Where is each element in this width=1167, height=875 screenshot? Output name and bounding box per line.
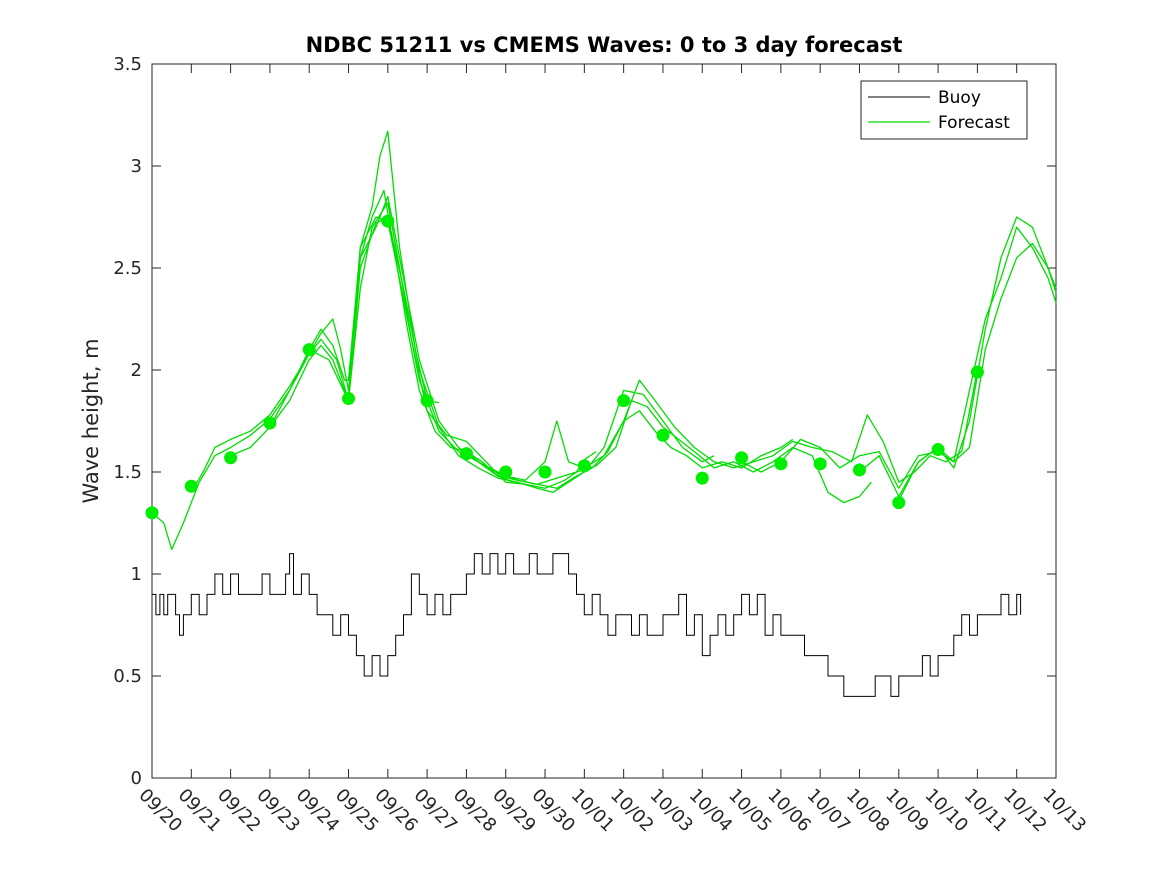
buoy-line [152, 553, 1022, 697]
forecast-marker [735, 451, 749, 465]
legend-box [860, 80, 1028, 140]
plot-area [151, 63, 1057, 779]
forecast-marker [224, 451, 238, 465]
forecast-marker [459, 447, 473, 461]
forecast-marker [577, 459, 591, 473]
y-tick-label: 0 [131, 768, 142, 789]
y-tick-label: 1 [131, 564, 142, 585]
forecast-marker [184, 479, 198, 493]
forecast-marker [931, 443, 945, 457]
forecast-marker [892, 496, 906, 510]
legend-buoy-label: Buoy [938, 88, 981, 108]
y-tick-label: 1.5 [113, 462, 142, 483]
series-layer [145, 130, 1057, 697]
forecast-run-line [269, 216, 715, 494]
legend: Buoy Forecast [860, 80, 1028, 140]
forecast-marker [774, 457, 788, 471]
forecast-marker [852, 463, 866, 477]
forecast-marker [420, 394, 434, 408]
forecast-marker [656, 428, 670, 442]
forecast-marker [302, 343, 316, 357]
forecast-marker [970, 365, 984, 379]
forecast-marker [145, 506, 159, 520]
forecast-run-line [465, 369, 979, 483]
y-tick-label: 3 [131, 156, 142, 177]
y-tick-label: 2.5 [113, 258, 142, 279]
forecast-marker [381, 214, 395, 228]
y-tick-label: 2 [131, 360, 142, 381]
legend-forecast-label: Forecast [938, 113, 1010, 133]
forecast-marker [538, 465, 552, 479]
forecast-marker [813, 457, 827, 471]
y-tick-label: 0.5 [113, 666, 142, 687]
forecast-marker [342, 392, 356, 406]
y-axis: 0 0.5 1 1.5 2 2.5 3 3.5 [113, 54, 1056, 789]
chart-title: NDBC 51211 vs CMEMS Waves: 0 to 3 day fo… [306, 33, 903, 57]
forecast-run-line [898, 226, 1057, 501]
forecast-marker [617, 394, 631, 408]
forecast-marker [499, 465, 513, 479]
forecast-marker [695, 471, 709, 485]
y-tick-label: 3.5 [113, 54, 142, 75]
forecast-marker [263, 416, 277, 430]
y-axis-label: Wave height, m [79, 338, 103, 503]
forecast-run-line [151, 130, 440, 551]
forecast-run-line [308, 195, 794, 489]
forecast-run-line [741, 242, 1057, 489]
